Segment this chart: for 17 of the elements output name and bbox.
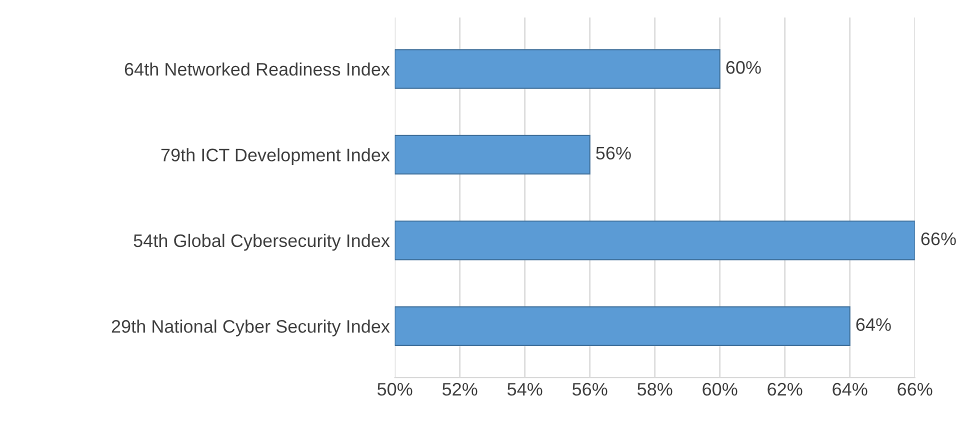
data-label: 60% <box>726 61 761 74</box>
x-tick-label: 62% <box>768 382 802 396</box>
y-tick-label: 29th National Cyber Security Index <box>112 320 390 336</box>
x-tick-label: 52% <box>442 382 478 396</box>
x-tick-label: 64% <box>832 382 868 396</box>
x-tick-label: 50% <box>377 382 412 396</box>
x-tick-label: 58% <box>637 382 672 396</box>
y-tick-label: 54th Global Cybersecurity Index <box>134 234 390 251</box>
data-label: 66% <box>921 232 956 246</box>
y-tick-label: 79th ICT Development Index <box>161 148 390 165</box>
x-tick-label: 56% <box>572 382 608 396</box>
x-tick-label: 66% <box>898 382 932 396</box>
y-tick-label: 64th Networked Readiness Index <box>124 62 390 76</box>
data-label: 56% <box>596 146 631 160</box>
data-label: 64% <box>856 318 891 331</box>
x-tick-label: 54% <box>507 382 542 396</box>
x-tick-label: 60% <box>702 382 738 396</box>
